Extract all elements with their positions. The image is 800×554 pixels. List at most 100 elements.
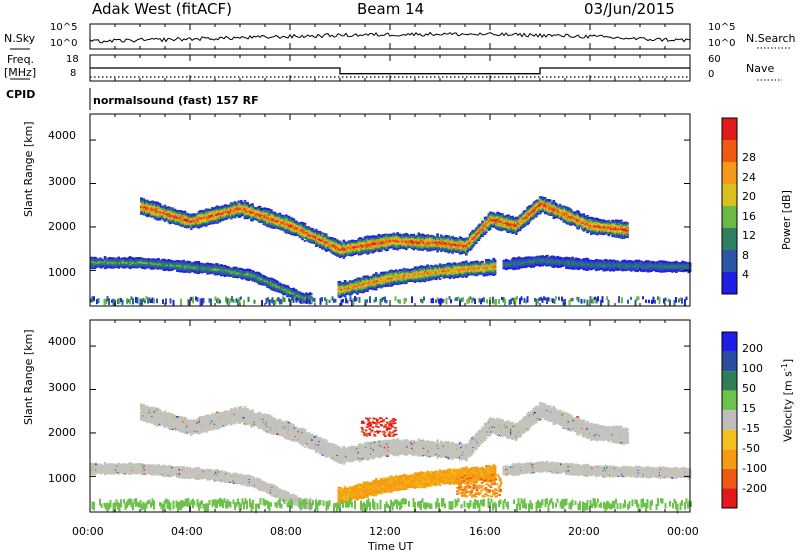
power-cell: [178, 220, 182, 223]
power-cell: [326, 245, 329, 247]
power-cell: [212, 208, 216, 210]
power-cell: [412, 248, 416, 251]
power-cell: [287, 215, 291, 218]
power-cell: [460, 237, 463, 239]
power-cell: [243, 201, 247, 204]
power-cell: [146, 212, 149, 215]
power-cell: [178, 221, 182, 224]
power-cell: [237, 202, 241, 204]
power-cell: [451, 235, 454, 238]
power-cell: [412, 233, 416, 236]
power-cell: [392, 232, 396, 235]
power-cell: [212, 222, 216, 224]
power-cell: [285, 217, 288, 220]
power-cell: [338, 241, 342, 244]
power-cell: [205, 224, 208, 226]
power-cell: [267, 224, 271, 227]
power-cell: [342, 243, 346, 245]
power-cell: [256, 208, 259, 211]
power-cell: [292, 227, 296, 229]
power-cell: [160, 207, 163, 209]
power-cell: [192, 216, 196, 219]
power-cell: [515, 216, 518, 219]
power-cell: [190, 213, 193, 216]
power-cell: [402, 233, 406, 236]
power-cell: [295, 220, 298, 223]
power-cell: [180, 225, 183, 227]
power-cell: [145, 214, 148, 217]
power-cell: [303, 224, 307, 227]
power-cell: [267, 210, 271, 213]
power-cell: [285, 214, 288, 217]
power-cell: [155, 207, 158, 210]
power-cell: [247, 212, 251, 214]
power-cell: [325, 250, 328, 252]
power-cell: [492, 212, 496, 214]
power-cell: [327, 236, 331, 239]
power-cell: [242, 211, 246, 213]
power-cell: [267, 209, 271, 211]
power-cell: [440, 234, 443, 237]
power-cell: [230, 217, 233, 220]
power-cell: [551, 213, 554, 215]
power-cell: [327, 240, 331, 242]
power-cell: [281, 215, 284, 218]
power-cell: [237, 207, 241, 210]
power-cell: [155, 217, 158, 219]
power-cell: [282, 227, 286, 230]
power-cell: [151, 201, 154, 204]
power-cell: [146, 200, 149, 203]
power-cell: [562, 205, 566, 208]
power-cell: [390, 233, 393, 236]
power-cell: [240, 200, 243, 202]
power-cell: [287, 232, 291, 234]
power-cell: [227, 213, 231, 215]
power-cell: [163, 220, 167, 222]
power-cell: [218, 220, 222, 222]
power-cell: [536, 213, 539, 215]
power-cell: [207, 208, 211, 211]
power-cell: [405, 248, 408, 251]
power-cell: [280, 219, 283, 221]
power-cell: [216, 221, 219, 223]
power-cell: [223, 213, 227, 215]
power-cell: [251, 219, 254, 221]
power-cell: [142, 199, 146, 201]
power-cell: [200, 210, 203, 212]
power-cell: [200, 225, 203, 228]
power-cell: [197, 226, 201, 229]
power-cell: [197, 213, 201, 215]
power-cell: [171, 207, 174, 209]
power-cell: [146, 215, 149, 218]
power-cell: [336, 239, 339, 242]
power-cell: [167, 215, 171, 218]
power-cell: [278, 223, 282, 225]
power-cell: [325, 233, 328, 236]
power-cell: [303, 222, 307, 225]
power-cell: [343, 241, 347, 244]
power-cell: [146, 199, 149, 202]
power-cell: [190, 227, 193, 230]
power-cell: [471, 246, 474, 248]
power-cell: [171, 208, 174, 210]
power-cell: [538, 212, 542, 215]
power-cell: [497, 212, 501, 214]
power-cell: [273, 226, 277, 229]
power-cell: [205, 225, 208, 227]
power-cell: [303, 225, 307, 227]
power-cell: [342, 239, 346, 242]
power-cell: [167, 218, 171, 221]
power-cell: [570, 209, 573, 211]
power-cell: [386, 249, 389, 251]
power-cell: [338, 240, 342, 243]
power-cell: [267, 225, 271, 228]
power-cell: [346, 251, 349, 253]
power-cell: [270, 212, 273, 215]
power-cell: [187, 213, 191, 216]
power-cell: [183, 211, 187, 214]
power-cell: [558, 203, 562, 206]
power-cell: [310, 232, 313, 234]
power-cell: [267, 208, 271, 210]
power-cell: [342, 257, 346, 259]
